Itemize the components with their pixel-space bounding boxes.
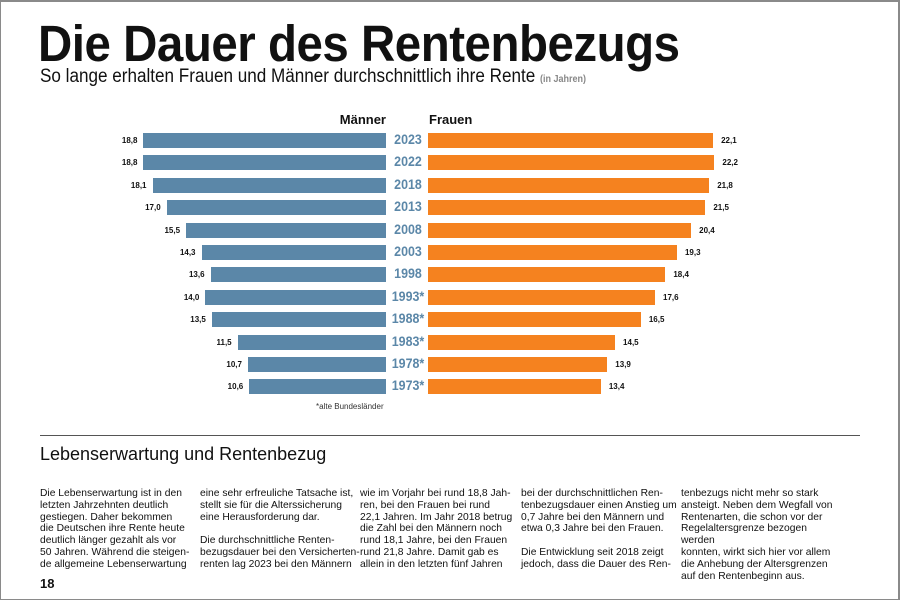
bar-maenner xyxy=(201,245,386,260)
bar-frauen xyxy=(428,379,601,395)
year-label: 2003 xyxy=(394,244,422,259)
data-label-frauen: 17,6 xyxy=(663,292,679,302)
data-label-frauen: 18,4 xyxy=(673,270,689,280)
text-column-5: tenbezugs nicht mehr so stark ansteigt. … xyxy=(681,488,833,582)
text-column-1: Die Lebenserwartung ist in den letzten J… xyxy=(40,488,190,570)
text-column-2: eine sehr erfreuliche Tatsache ist, stel… xyxy=(200,488,360,570)
data-label-maenner: 18,8 xyxy=(121,136,138,145)
data-label-frauen: 20,4 xyxy=(699,225,715,235)
year-label: 2023 xyxy=(394,132,422,147)
bar-maenner xyxy=(143,133,386,148)
data-label-maenner: 15,5 xyxy=(164,225,181,235)
bar-maenner xyxy=(210,267,386,283)
unit-label: (in Jahren) xyxy=(540,74,587,85)
data-label-maenner: 10,6 xyxy=(227,382,244,392)
year-label: 1983* xyxy=(391,333,425,349)
bar-maenner xyxy=(211,312,386,328)
bar-frauen xyxy=(428,133,714,148)
year-label: 1993* xyxy=(391,288,425,304)
year-label: 1998 xyxy=(394,266,422,282)
page-number: 18 xyxy=(40,576,55,591)
data-label-maenner: 13,5 xyxy=(190,315,206,325)
year-label: 1978* xyxy=(391,356,425,371)
subtitle-text: So lange erhalten Frauen und Männer durc… xyxy=(40,66,536,87)
bar-maenner xyxy=(143,155,386,171)
year-label: 2008 xyxy=(394,221,422,237)
page-title: Die Dauer des Rentenbezugs xyxy=(38,15,680,72)
legend-frauen: Frauen xyxy=(429,112,473,127)
bar-maenner xyxy=(237,334,386,350)
data-label-maenner: 18,1 xyxy=(130,180,147,190)
data-label-maenner: 17,0 xyxy=(145,203,161,213)
bar-frauen xyxy=(428,289,656,305)
text-column-3: wie im Vorjahr bei rund 18,8 Jah- ren, b… xyxy=(360,488,513,570)
year-label: 1973* xyxy=(391,378,425,394)
data-label-maenner: 18,8 xyxy=(121,158,138,168)
bar-frauen xyxy=(428,334,616,350)
bar-maenner xyxy=(186,222,386,238)
data-label-maenner: 13,6 xyxy=(188,270,205,280)
bar-frauen xyxy=(428,222,692,238)
year-label: 2022 xyxy=(394,154,422,170)
data-label-frauen: 16,5 xyxy=(648,315,665,325)
bar-maenner xyxy=(152,177,386,193)
bar-maenner xyxy=(247,357,386,372)
butterfly-bar-chart: Männer Frauen 18,8 22,1 2023 18,8 22,2 2022 18… xyxy=(121,112,738,395)
data-label-frauen: 22,1 xyxy=(721,136,737,145)
data-label-frauen: 22,2 xyxy=(722,158,738,168)
bar-frauen xyxy=(428,357,608,372)
bar-frauen xyxy=(428,200,706,216)
data-label-frauen: 19,3 xyxy=(684,248,701,257)
bar-frauen xyxy=(428,155,715,171)
subtitle: So lange erhalten Frauen und Männer durc… xyxy=(40,66,586,88)
bar-maenner xyxy=(205,289,386,305)
bar-frauen xyxy=(428,177,710,193)
data-label-maenner: 10,7 xyxy=(226,360,242,369)
data-label-maenner: 14,0 xyxy=(183,292,200,302)
year-label: 2018 xyxy=(394,176,422,192)
data-label-maenner: 14,3 xyxy=(179,248,196,257)
bar-frauen xyxy=(428,267,666,283)
footnote: *alte Bundesländer xyxy=(316,402,384,411)
bar-maenner xyxy=(166,200,386,216)
data-label-frauen: 21,8 xyxy=(717,180,733,190)
bar-maenner xyxy=(249,379,386,395)
year-label: 1988* xyxy=(391,311,425,327)
section-heading: Lebenserwartung und Rentenbezug xyxy=(40,444,327,464)
data-label-frauen: 21,5 xyxy=(713,203,729,213)
text-column-4: bei der durchschnittlichen Ren- tenbezug… xyxy=(521,488,677,570)
year-label: 2013 xyxy=(394,199,422,215)
data-label-maenner: 11,5 xyxy=(216,337,232,347)
legend-maenner: Männer xyxy=(339,112,386,127)
data-label-frauen: 13,9 xyxy=(615,360,631,369)
data-label-frauen: 14,5 xyxy=(623,337,639,347)
bar-frauen xyxy=(428,245,677,260)
data-label-frauen: 13,4 xyxy=(608,382,625,392)
bar-frauen xyxy=(428,312,641,328)
divider xyxy=(40,435,860,436)
